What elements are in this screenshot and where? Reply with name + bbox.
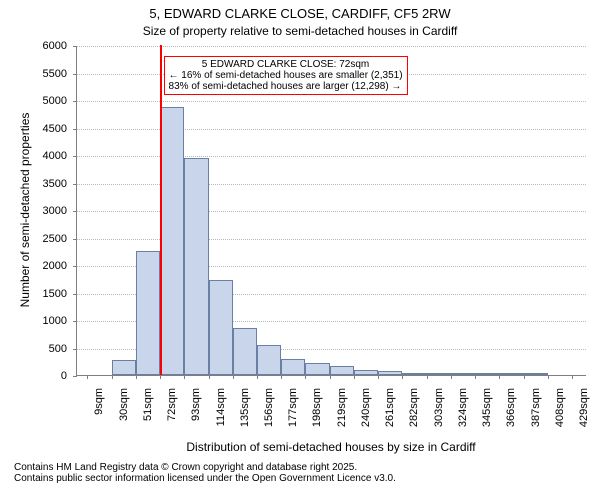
y-tick-label: 5000	[43, 95, 77, 107]
x-tick-label: 240sqm	[360, 376, 372, 448]
bar	[402, 373, 426, 375]
y-tick-label: 1000	[43, 315, 77, 327]
x-tick-label: 282sqm	[408, 376, 420, 448]
y-tick-label: 2500	[43, 233, 77, 245]
bar	[330, 366, 354, 375]
x-tick-label: 324sqm	[457, 376, 469, 448]
y-axis-label: Number of semi-detached properties	[18, 45, 32, 375]
x-tick-label: 156sqm	[263, 376, 275, 448]
x-tick-label: 72sqm	[166, 376, 178, 448]
y-tick-label: 0	[61, 370, 77, 382]
x-tick-label: 366sqm	[505, 376, 517, 448]
y-tick-label: 4000	[43, 150, 77, 162]
y-tick-label: 2000	[43, 260, 77, 272]
bar	[451, 373, 475, 375]
y-tick-label: 500	[49, 343, 77, 355]
x-tick-label: 135sqm	[239, 376, 251, 448]
x-tick-label: 9sqm	[93, 376, 105, 448]
annotation-line: 83% of semi-detached houses are larger (…	[169, 81, 403, 92]
annotation-box: 5 EDWARD CLARKE CLOSE: 72sqm← 16% of sem…	[164, 56, 408, 95]
footer: Contains HM Land Registry data © Crown c…	[0, 462, 600, 484]
y-tick-label: 1500	[43, 288, 77, 300]
y-tick-label: 4500	[43, 123, 77, 135]
bar	[112, 360, 136, 375]
annotation-line: ← 16% of semi-detached houses are smalle…	[169, 70, 403, 81]
footer-line2: Contains public sector information licen…	[0, 473, 600, 484]
x-tick-label: 219sqm	[336, 376, 348, 448]
chart-title-line1: 5, EDWARD CLARKE CLOSE, CARDIFF, CF5 2RW	[0, 6, 600, 21]
x-tick-label: 114sqm	[215, 376, 227, 448]
bar	[499, 373, 523, 375]
y-tick-label: 6000	[43, 40, 77, 52]
x-axis-label: Distribution of semi-detached houses by …	[76, 440, 586, 454]
bar	[305, 363, 329, 375]
bar	[475, 373, 499, 375]
y-tick-label: 3000	[43, 205, 77, 217]
bar	[378, 371, 402, 375]
y-tick-label: 5500	[43, 68, 77, 80]
x-tick-label: 429sqm	[578, 376, 590, 448]
x-tick-label: 30sqm	[118, 376, 130, 448]
x-tick-label: 408sqm	[554, 376, 566, 448]
x-tick-label: 303sqm	[433, 376, 445, 448]
bar	[427, 373, 451, 375]
annotation-line: 5 EDWARD CLARKE CLOSE: 72sqm	[169, 59, 403, 70]
x-tick-label: 51sqm	[142, 376, 154, 448]
footer-line1: Contains HM Land Registry data © Crown c…	[0, 462, 600, 473]
bar	[184, 158, 208, 375]
x-tick-label: 93sqm	[190, 376, 202, 448]
x-tick-label: 177sqm	[287, 376, 299, 448]
x-tick-label: 198sqm	[311, 376, 323, 448]
x-tick-label: 345sqm	[481, 376, 493, 448]
bar	[233, 328, 257, 375]
bar	[160, 107, 184, 375]
bar	[136, 251, 160, 375]
y-tick-label: 3500	[43, 178, 77, 190]
bar	[281, 359, 305, 375]
x-tick-label: 387sqm	[530, 376, 542, 448]
chart-title-line2: Size of property relative to semi-detach…	[0, 24, 600, 38]
bar	[257, 345, 281, 375]
property-marker-line	[160, 45, 162, 375]
x-tick-label: 261sqm	[384, 376, 396, 448]
bar	[354, 370, 378, 375]
bar	[524, 373, 548, 375]
bar	[209, 280, 233, 375]
plot-area: 5 EDWARD CLARKE CLOSE: 72sqm← 16% of sem…	[76, 46, 586, 376]
